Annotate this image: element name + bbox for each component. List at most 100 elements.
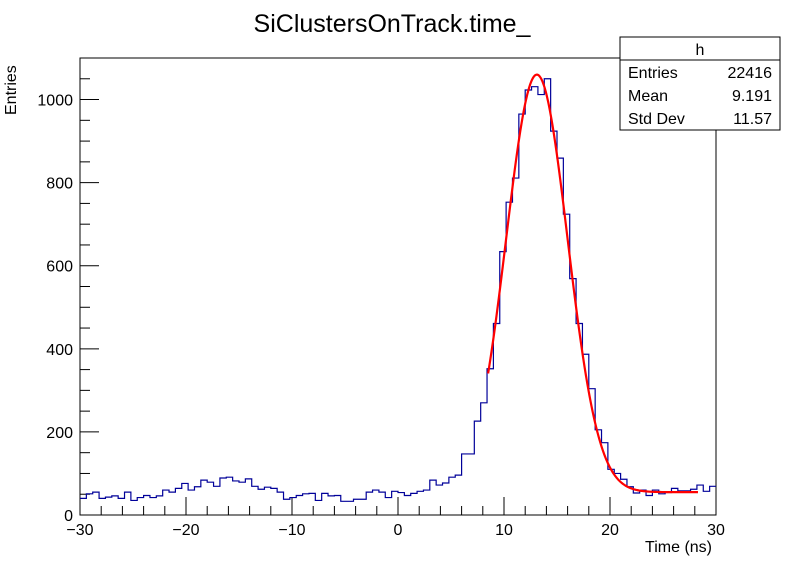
histogram-bin bbox=[105, 497, 111, 515]
histogram-bin bbox=[646, 495, 652, 515]
stats-mean-value: 9.191 bbox=[732, 88, 772, 105]
histogram-bin bbox=[570, 279, 576, 515]
histogram-bin bbox=[137, 498, 143, 515]
histogram-bin bbox=[182, 483, 188, 515]
histogram-bin bbox=[493, 323, 499, 515]
stats-mean-label: Mean bbox=[628, 88, 668, 105]
x-tick-label: −10 bbox=[278, 522, 305, 539]
y-tick-label: 1000 bbox=[37, 93, 73, 110]
x-tick-label: 30 bbox=[707, 522, 725, 539]
histogram-bin bbox=[118, 498, 124, 515]
histogram-bin bbox=[385, 498, 391, 515]
x-axis-label: Time (ns) bbox=[645, 539, 712, 556]
histogram-bin bbox=[309, 493, 315, 515]
histogram-bin bbox=[430, 480, 436, 515]
histogram-bin bbox=[214, 486, 220, 515]
histogram-bin bbox=[379, 492, 385, 515]
histogram-bin bbox=[258, 489, 264, 515]
stats-box-title: h bbox=[696, 42, 705, 59]
histogram-bin bbox=[207, 482, 213, 515]
histogram-bin bbox=[436, 485, 442, 515]
histogram-bin bbox=[557, 158, 563, 515]
histogram-bin bbox=[271, 488, 277, 515]
histogram-bin bbox=[551, 131, 557, 515]
histogram-bin bbox=[277, 492, 283, 515]
histogram-bin bbox=[188, 490, 194, 515]
y-tick-label: 200 bbox=[46, 425, 73, 442]
stats-box: h Entries 22416 Mean 9.191 Std Dev 11.57 bbox=[619, 36, 781, 131]
histogram-bin bbox=[538, 95, 544, 515]
histogram-bin bbox=[86, 494, 92, 515]
histogram-bin bbox=[252, 486, 258, 515]
stats-entries-value: 22416 bbox=[728, 65, 773, 82]
histogram-bin bbox=[284, 499, 290, 515]
histogram-bin bbox=[233, 481, 239, 515]
histogram-bin bbox=[201, 480, 207, 515]
histogram-bin bbox=[398, 493, 404, 515]
histogram-bin bbox=[80, 498, 86, 515]
histogram-bin bbox=[678, 491, 684, 515]
histogram-bin bbox=[373, 490, 379, 515]
histogram-bin bbox=[245, 479, 251, 515]
stats-stddev-value: 11.57 bbox=[733, 111, 772, 128]
histogram-bin bbox=[665, 493, 671, 515]
histogram-bin bbox=[468, 454, 474, 515]
histogram-bin bbox=[334, 495, 340, 515]
y-tick-label: 400 bbox=[46, 342, 73, 359]
histogram-bin bbox=[144, 495, 150, 515]
histogram-line bbox=[80, 78, 716, 502]
histogram-bin bbox=[563, 214, 569, 515]
chart-title: SiClustersOnTrack.time_ bbox=[254, 10, 532, 38]
x-tick-label: 0 bbox=[394, 522, 403, 539]
histogram-bin bbox=[423, 490, 429, 515]
histogram-bin bbox=[341, 501, 347, 515]
histogram-bin bbox=[175, 488, 181, 515]
x-tick-label: 10 bbox=[495, 522, 513, 539]
histogram-bin bbox=[684, 491, 690, 515]
histogram-bin bbox=[411, 493, 417, 515]
histogram-bin bbox=[99, 498, 105, 515]
histogram-bin bbox=[93, 492, 99, 515]
histogram-bin bbox=[353, 499, 359, 515]
x-tick-label: 20 bbox=[601, 522, 619, 539]
stats-entries-label: Entries bbox=[628, 65, 678, 82]
histogram-bin bbox=[652, 490, 658, 515]
histogram-bin bbox=[506, 202, 512, 515]
histogram-bin bbox=[417, 491, 423, 515]
y-tick-label: 600 bbox=[46, 259, 73, 276]
histogram-bin bbox=[608, 469, 614, 515]
x-tick-label: −20 bbox=[172, 522, 199, 539]
histogram-bin bbox=[462, 454, 468, 515]
histogram-bin bbox=[532, 87, 538, 515]
histogram-bin bbox=[315, 500, 321, 515]
histogram-bin bbox=[640, 490, 646, 515]
histogram-bin bbox=[392, 491, 398, 515]
histogram-bin bbox=[290, 498, 296, 515]
histogram-bin bbox=[474, 421, 480, 515]
histogram-bin bbox=[481, 403, 487, 515]
histogram-bin bbox=[169, 492, 175, 515]
histogram-bin bbox=[112, 496, 118, 515]
histogram-bin bbox=[125, 492, 131, 515]
histogram-bin bbox=[455, 475, 461, 515]
x-tick-label: −30 bbox=[66, 522, 93, 539]
histogram-bin bbox=[220, 478, 226, 515]
histogram-bin bbox=[322, 493, 328, 515]
histogram-bin bbox=[360, 499, 366, 515]
y-axis-label: Entries bbox=[3, 65, 20, 115]
histogram-bin bbox=[347, 501, 353, 515]
histogram-bin bbox=[150, 498, 156, 515]
histogram-bin bbox=[449, 477, 455, 515]
histogram-bin bbox=[512, 178, 518, 515]
histogram-bin bbox=[239, 482, 245, 515]
histogram-bin bbox=[296, 495, 302, 515]
histogram-bin bbox=[544, 79, 550, 515]
histogram-bin bbox=[404, 495, 410, 515]
y-tick-label: 800 bbox=[46, 176, 73, 193]
histogram-bin bbox=[156, 496, 162, 515]
histogram-bin bbox=[519, 114, 525, 515]
histogram-bin bbox=[487, 369, 493, 515]
histogram-bin bbox=[226, 477, 232, 515]
histogram-bin bbox=[131, 500, 137, 515]
histogram-bin bbox=[710, 486, 716, 515]
